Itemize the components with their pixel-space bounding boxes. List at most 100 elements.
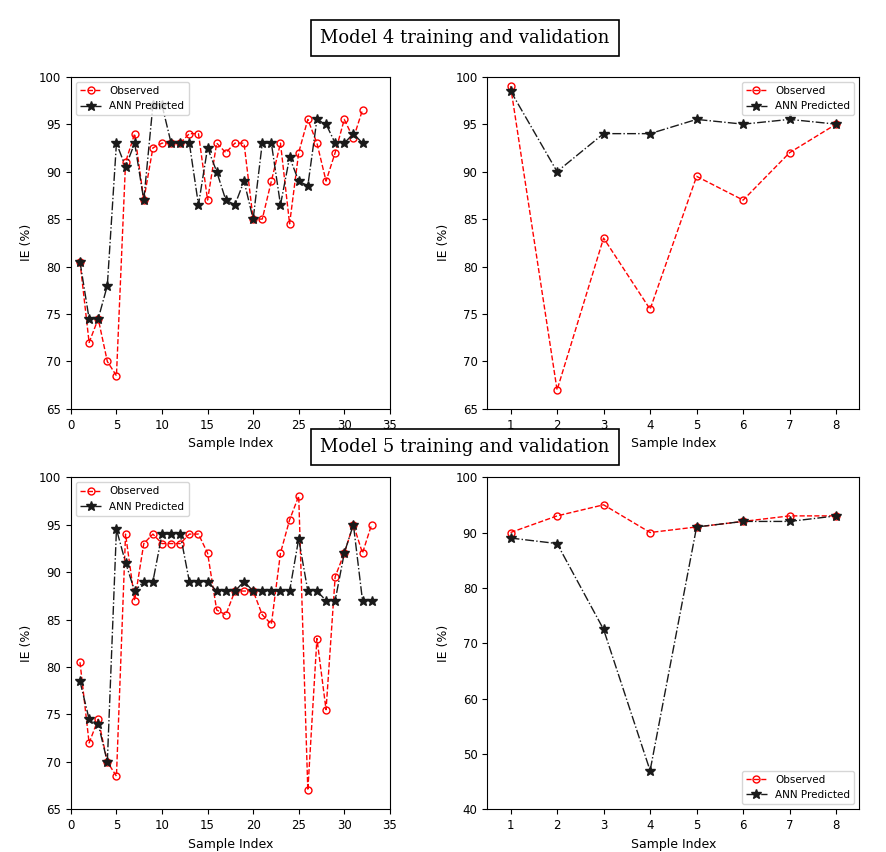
Observed (645, 304, 656, 314)
ANN Predicted (129, 138, 140, 148)
ANN Predicted (148, 100, 159, 110)
ANN Predicted (321, 119, 331, 130)
Observed (166, 538, 176, 549)
ANN Predicted (831, 510, 842, 521)
Observed (248, 586, 259, 596)
Observed (276, 138, 286, 148)
Observed (312, 633, 323, 643)
Observed (302, 786, 313, 796)
Observed (738, 516, 749, 527)
ANN Predicted (138, 577, 149, 587)
Line: Observed: Observed (76, 492, 375, 794)
Observed (312, 138, 323, 148)
ANN Predicted (202, 577, 213, 587)
Observed (257, 214, 268, 224)
ANN Predicted (193, 577, 204, 587)
Observed (330, 147, 340, 158)
Observed (257, 610, 268, 620)
ANN Predicted (302, 586, 313, 596)
ANN Predicted (284, 586, 295, 596)
Observed (102, 757, 113, 767)
Observed (598, 233, 609, 243)
ANN Predicted (348, 129, 359, 139)
ANN Predicted (321, 596, 331, 606)
Observed (831, 510, 842, 521)
ANN Predicted (302, 181, 313, 191)
ANN Predicted (312, 114, 323, 124)
Observed (84, 337, 95, 348)
ANN Predicted (102, 757, 113, 767)
Observed (120, 529, 131, 539)
ANN Predicted (645, 129, 656, 139)
Observed (321, 705, 331, 715)
Observed (129, 596, 140, 606)
Observed (184, 529, 195, 539)
Observed (552, 510, 563, 521)
ANN Predicted (645, 766, 656, 776)
Legend: Observed, ANN Predicted: Observed, ANN Predicted (742, 82, 854, 115)
Observed (138, 538, 149, 549)
Observed (175, 138, 185, 148)
Line: Observed: Observed (507, 83, 840, 394)
ANN Predicted (93, 719, 104, 729)
Observed (266, 619, 276, 630)
ANN Predicted (74, 676, 85, 687)
Observed (831, 119, 842, 130)
ANN Predicted (366, 596, 377, 606)
Observed (102, 356, 113, 366)
ANN Predicted (93, 314, 104, 324)
X-axis label: Sample Index: Sample Index (188, 437, 273, 450)
Observed (120, 157, 131, 167)
ANN Predicted (175, 529, 185, 539)
Observed (339, 114, 350, 124)
ANN Predicted (184, 138, 195, 148)
Legend: Observed, ANN Predicted: Observed, ANN Predicted (742, 771, 854, 804)
Y-axis label: IE (%): IE (%) (20, 625, 34, 662)
ANN Predicted (212, 586, 222, 596)
ANN Predicted (738, 119, 749, 130)
ANN Predicted (348, 520, 359, 530)
Text: Model 5 training and validation: Model 5 training and validation (321, 438, 610, 457)
ANN Predicted (129, 586, 140, 596)
ANN Predicted (175, 138, 185, 148)
Observed (212, 605, 222, 615)
Observed (357, 105, 368, 115)
ANN Predicted (738, 516, 749, 527)
Observed (93, 714, 104, 724)
ANN Predicted (120, 162, 131, 172)
ANN Predicted (148, 577, 159, 587)
Observed (138, 195, 149, 205)
Observed (229, 586, 240, 596)
ANN Predicted (166, 138, 176, 148)
ANN Predicted (212, 166, 222, 176)
Line: ANN Predicted: ANN Predicted (506, 511, 841, 775)
Observed (148, 529, 159, 539)
ANN Predicted (248, 214, 259, 224)
ANN Predicted (111, 138, 121, 148)
Y-axis label: IE (%): IE (%) (20, 224, 34, 262)
Observed (193, 129, 204, 139)
Observed (221, 610, 231, 620)
ANN Predicted (339, 548, 350, 558)
Observed (284, 515, 295, 525)
Observed (366, 520, 377, 530)
Observed (348, 133, 359, 143)
Observed (212, 138, 222, 148)
Observed (784, 510, 795, 521)
Observed (738, 195, 749, 205)
ANN Predicted (84, 314, 95, 324)
Observed (157, 538, 167, 549)
ANN Predicted (293, 533, 304, 544)
ANN Predicted (293, 176, 304, 187)
ANN Predicted (266, 586, 276, 596)
ANN Predicted (784, 114, 795, 124)
ANN Predicted (257, 586, 268, 596)
ANN Predicted (166, 529, 176, 539)
ANN Predicted (193, 199, 204, 210)
ANN Predicted (357, 596, 368, 606)
Observed (784, 147, 795, 158)
Text: Model 4 training and validation: Model 4 training and validation (321, 29, 610, 48)
ANN Predicted (221, 195, 231, 205)
Observed (248, 214, 259, 224)
Observed (505, 527, 516, 538)
